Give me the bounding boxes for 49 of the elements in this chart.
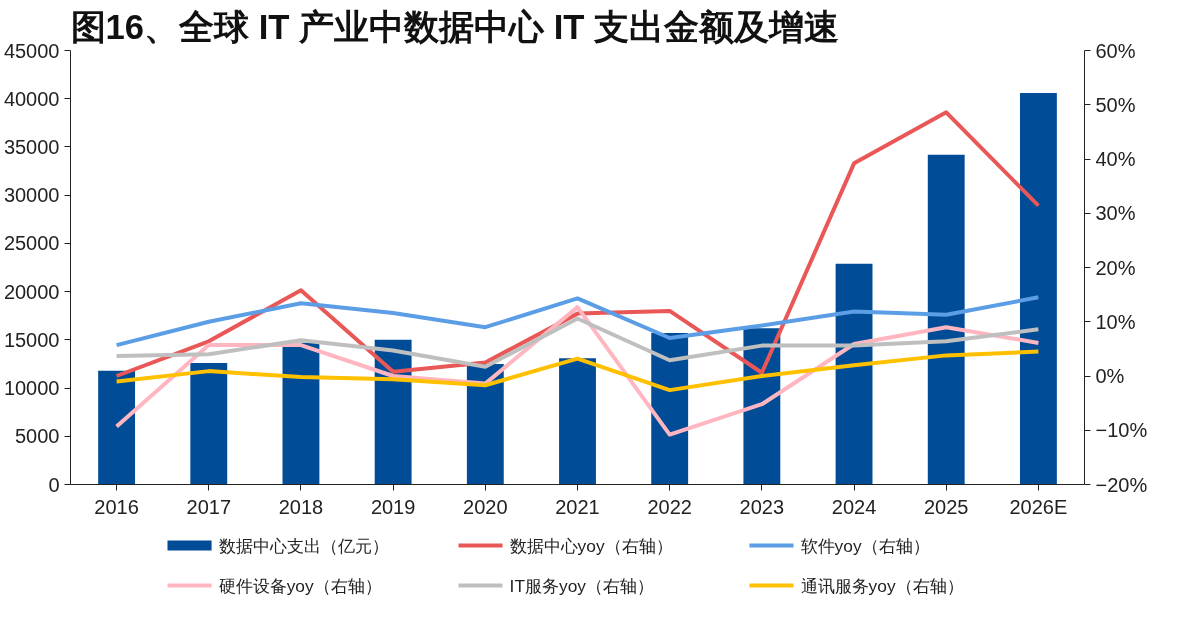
y-tick-label: 30000: [3, 184, 60, 207]
y-tick-label: 25000: [3, 232, 60, 255]
x-tick-label: 2024: [831, 495, 877, 518]
legend-label: IT服务yoy（右轴）: [509, 575, 654, 596]
x-tick-label: 2018: [278, 495, 324, 518]
bar: [98, 370, 136, 485]
x-tick-label: 2020: [463, 495, 508, 518]
x-tick-label: 2026E: [1009, 495, 1068, 518]
legend-label: 数据中心yoy（右轴）: [509, 535, 673, 556]
x-tick-label: 2025: [923, 495, 969, 518]
legend-label: 软件yoy（右轴）: [800, 535, 930, 556]
x-tick-label: 2021: [555, 495, 600, 518]
x-tick-label: 2017: [186, 495, 232, 518]
y2-tick-label: 10%: [1095, 310, 1136, 333]
y-tick-label: 45000: [3, 39, 60, 62]
legend-label: 数据中心支出（亿元）: [218, 535, 389, 556]
y2-tick-label: −10%: [1095, 419, 1148, 442]
line-series: [114, 295, 1041, 348]
bar: [559, 358, 596, 485]
line-series: [114, 349, 1041, 393]
y2-tick-label: 40%: [1095, 148, 1136, 170]
bar: [835, 263, 873, 485]
y2-tick-label: 20%: [1095, 256, 1136, 279]
line-series: [114, 110, 1041, 378]
y-tick-label: 20000: [3, 280, 60, 303]
x-tick-label: 2019: [370, 495, 416, 518]
y2-tick-label: 50%: [1095, 93, 1136, 116]
y-tick-label: 0: [48, 473, 60, 496]
bar: [282, 342, 320, 485]
x-tick-label: 2016: [94, 495, 139, 518]
y-tick-label: 15000: [3, 328, 60, 351]
line-series: [114, 316, 1041, 369]
x-tick-label: 2023: [739, 495, 785, 518]
y-tick-label: 10000: [3, 377, 60, 400]
legend-label: 通讯服务yoy（右轴）: [800, 575, 964, 596]
y-tick-label: 5000: [15, 425, 60, 448]
y-tick-label: 40000: [3, 87, 60, 110]
y2-tick-label: −20%: [1095, 473, 1148, 496]
y2-tick-label: 0%: [1095, 365, 1125, 387]
y-tick-label: 35000: [3, 135, 60, 158]
chart-title: 图16、全球 IT 产业中数据中心 IT 支出金额及增速: [70, 7, 840, 46]
bar: [927, 154, 965, 485]
bar: [1019, 92, 1057, 485]
legend-label: 硬件设备yoy（右轴）: [218, 575, 382, 596]
y2-tick-label: 30%: [1095, 202, 1136, 225]
y2-tick-label: 60%: [1095, 39, 1136, 62]
x-tick-label: 2022: [647, 495, 692, 518]
bar: [190, 362, 228, 485]
bar: [466, 363, 504, 485]
